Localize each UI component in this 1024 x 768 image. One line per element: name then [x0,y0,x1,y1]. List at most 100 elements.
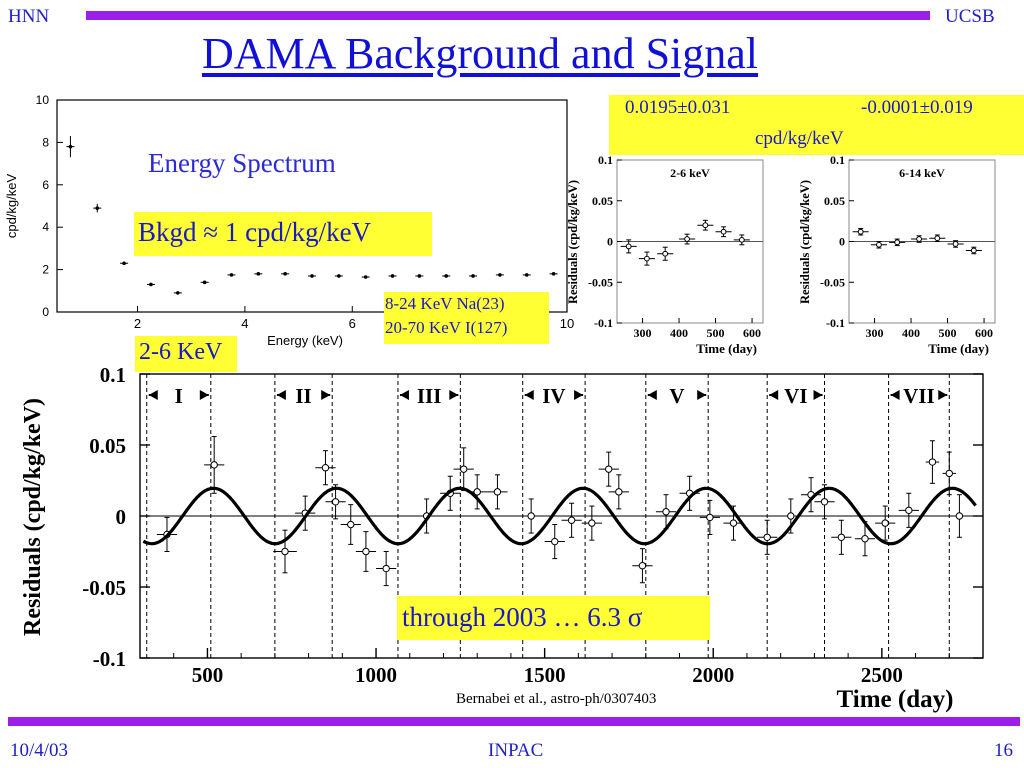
energy-spectrum-point [361,275,370,279]
energy-spectrum-point [334,274,343,278]
residuals-2-6-point [715,226,732,238]
residuals-6-14-xtick-label: 400 [902,326,920,340]
energy-ytick-label: 4 [42,220,49,234]
residuals-2-6-xtick-label: 300 [634,326,652,340]
residuals-2-6-xtick-label: 400 [670,326,688,340]
energy-spectrum-point [173,291,182,295]
residuals-6-14-point [947,240,964,248]
residuals-6-14-xlabel: Time (day) [928,341,989,356]
main-residual-point [655,494,677,530]
energy-spectrum-point [200,280,209,285]
residuals-6-14-xtick-label: 300 [866,326,884,340]
energy-spectrum-point [93,203,102,213]
energy-spectrum-point [308,274,316,278]
energy-xtick-label: 2 [134,316,141,331]
energy-spectrum-point [120,261,129,266]
residuals-6-14-xtick-label: 500 [939,326,957,340]
header-left-label: HNN [8,6,50,27]
main-residual-point [608,474,629,510]
main-residual-point [952,494,967,538]
footer-date: 10/4/03 [10,740,69,761]
main-residual-point [340,504,361,545]
energy-spectrum-point [254,272,263,276]
residuals-6-14-point [889,238,906,247]
significance-label: through 2003 … 6.3 σ [402,602,643,632]
energy-spectrum-point [442,274,451,278]
residuals-6-14-ytick-label: 0 [839,235,845,249]
energy-spectrum-ylabel: cpd/kg/keV [4,174,19,239]
significance-box: through 2003 … 6.3 σ [397,596,710,640]
nuclei-line-1: 8-24 KeV Na(23) [385,294,505,313]
residuals-6-14-point [870,241,887,249]
residuals-2-6-xlabel: Time (day) [696,341,757,356]
residuals-6-14-point [929,234,946,242]
band-2-6-box: 2-6 KeV [135,336,237,372]
year-label: II [295,384,311,408]
residuals-2-6-ytick-label: 0.05 [592,194,613,208]
main-chart-xlabel: Time (day) [837,686,954,713]
main-residual-point [875,505,896,541]
year-label: V [669,384,684,408]
main-residual-point [581,505,602,541]
band-2-6-label: 2-6 KeV [139,339,223,365]
main-xtick-label: 500 [192,663,224,687]
main-residual-point [204,435,225,494]
year-label: VII [903,384,935,408]
residuals-6-14-ytick-label: 0.1 [830,153,845,167]
header-divider [86,11,930,20]
energy-spectrum-point [495,273,504,277]
main-residual-point [561,502,582,538]
residuals-2-6-xtick-label: 500 [707,326,725,340]
main-residual-point [453,447,474,491]
main-xtick-label: 2000 [692,663,734,687]
main-ytick-label: 0.05 [89,434,126,458]
residuals-6-14-ytick-label: -0.05 [820,275,845,289]
residuals-2-6-point [620,239,637,254]
residuals-6-14-point [852,227,869,236]
energy-spectrum-point [522,273,531,277]
residuals-2-6-point [638,251,655,266]
residuals-2-6-ytick-label: -0.1 [594,316,613,330]
main-residual-point [831,519,852,555]
main-residual-point [521,498,542,534]
energy-spectrum-chart: 2468100246810 cpd/kg/keV Energy (keV) [4,93,574,348]
main-residual-point [467,474,488,510]
modulation-value-left: 0.0195±0.031 [625,97,731,118]
main-residual-point [942,451,957,496]
footer-center: INPAC [488,740,544,761]
main-residual-point [598,451,619,487]
main-residual-point [325,484,346,520]
citation: Bernabei et al., astro-ph/0307403 [456,691,657,707]
year-label: VI [784,384,807,408]
residuals-6-14-ylabel: Residuals (cpd/kg/keV) [798,180,812,304]
year-label: III [417,384,442,408]
residuals-2-6-title: 2-6 keV [670,166,710,180]
energy-ytick-label: 0 [42,305,49,319]
main-ytick-label: 0.1 [100,363,126,387]
main-residual-point [632,548,653,584]
cosine-fit-curve [142,486,977,546]
footer-page-number: 16 [994,740,1013,761]
residuals-6-14-ytick-label: -0.1 [826,316,845,330]
residuals-2-6-ytick-label: -0.05 [588,275,613,289]
main-residual-point [898,492,919,528]
energy-xtick-label: 10 [560,316,574,331]
residuals-6-14-point [911,235,928,243]
energy-xtick-label: 6 [349,316,356,331]
main-xtick-label: 2500 [861,663,903,687]
residuals-2-6-point [679,233,696,245]
modulation-values-box: 0.0195±0.031 -0.0001±0.019 cpd/kg/keV [609,95,1024,155]
residuals-2-6-ytick-label: 0 [607,235,613,249]
energy-spectrum-point [415,274,424,278]
residuals-2-6-point [733,234,750,246]
energy-ytick-label: 10 [36,93,50,107]
energy-spectrum-point [469,274,478,278]
modulation-unit: cpd/kg/keV [755,128,844,149]
energy-spectrum-frame [56,99,568,313]
main-residual-point [355,531,377,572]
main-residual-point [376,551,397,587]
nuclei-line-2: 20-70 KeV I(127) [385,318,508,337]
main-xtick-label: 1000 [355,663,397,687]
footer-divider [8,717,1020,726]
energy-spectrum-label: Energy Spectrum [148,148,336,178]
